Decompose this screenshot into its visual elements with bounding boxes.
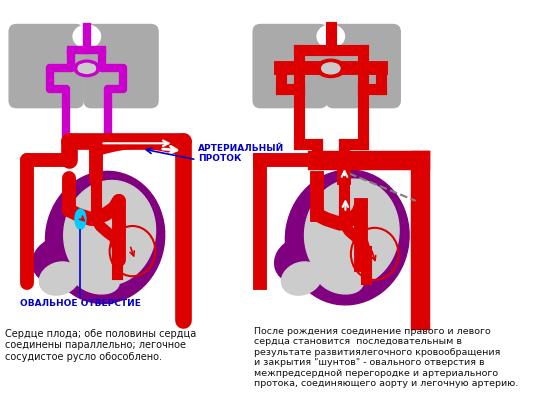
- Ellipse shape: [73, 25, 100, 48]
- FancyBboxPatch shape: [9, 24, 83, 108]
- Text: Сердце плода; обе половины сердца
соединены параллельно; легочное
сосудистое рус: Сердце плода; обе половины сердца соедин…: [4, 329, 196, 362]
- Ellipse shape: [321, 63, 340, 74]
- FancyBboxPatch shape: [84, 24, 158, 108]
- Ellipse shape: [316, 59, 345, 78]
- FancyBboxPatch shape: [253, 24, 327, 108]
- Ellipse shape: [79, 63, 95, 73]
- Text: АРТЕРИАЛЬНЫЙ
ПРОТОК: АРТЕРИАЛЬНЫЙ ПРОТОК: [198, 144, 285, 163]
- Ellipse shape: [72, 263, 119, 294]
- Ellipse shape: [317, 263, 363, 294]
- Ellipse shape: [75, 209, 86, 229]
- Text: ОВАЛЬНОЕ ОТВЕРСТИЕ: ОВАЛЬНОЕ ОТВЕРСТИЕ: [20, 299, 141, 307]
- Ellipse shape: [74, 60, 100, 76]
- Ellipse shape: [285, 170, 409, 305]
- Ellipse shape: [65, 257, 128, 300]
- Ellipse shape: [46, 171, 165, 304]
- Ellipse shape: [32, 237, 86, 284]
- Ellipse shape: [317, 25, 344, 48]
- Ellipse shape: [63, 181, 155, 285]
- Ellipse shape: [305, 179, 399, 286]
- Ellipse shape: [275, 237, 329, 284]
- Text: После рождения соединение правого и левого
сердца становится  последовательным в: После рождения соединение правого и лево…: [254, 327, 518, 388]
- FancyBboxPatch shape: [326, 24, 400, 108]
- Ellipse shape: [309, 257, 372, 300]
- Ellipse shape: [89, 65, 95, 72]
- Ellipse shape: [333, 65, 339, 72]
- Ellipse shape: [40, 262, 80, 295]
- Ellipse shape: [281, 262, 321, 295]
- Ellipse shape: [78, 65, 85, 72]
- Ellipse shape: [322, 65, 329, 72]
